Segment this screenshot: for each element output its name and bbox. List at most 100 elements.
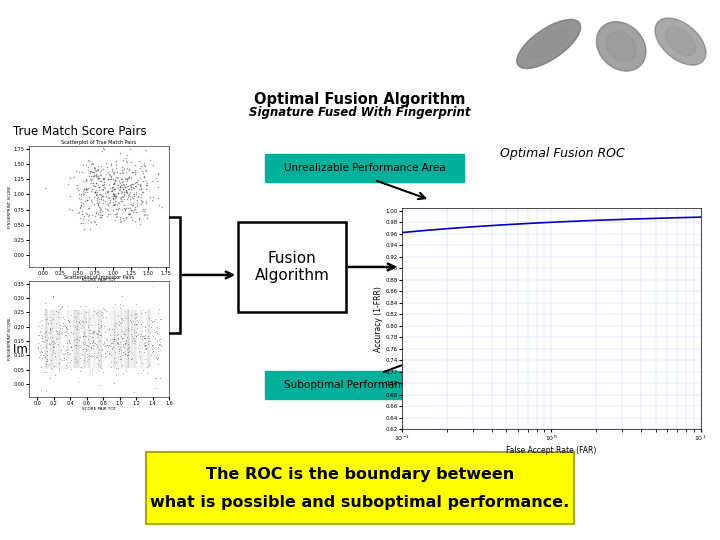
Point <box>76 349 87 358</box>
Point <box>139 334 150 342</box>
Point <box>94 380 106 389</box>
Point <box>85 166 96 175</box>
Point <box>63 180 74 188</box>
Point <box>50 327 61 336</box>
Point <box>135 192 147 201</box>
Point <box>120 214 132 222</box>
Text: Center for Unified Biometrics and Sensors: Center for Unified Biometrics and Sensor… <box>65 15 414 29</box>
Point <box>74 354 86 362</box>
Point <box>108 336 120 345</box>
Point <box>109 193 120 202</box>
Point <box>136 207 148 215</box>
Point <box>98 321 109 330</box>
Point <box>142 326 153 334</box>
Point <box>35 326 46 334</box>
Point <box>123 166 135 174</box>
Point <box>39 353 50 361</box>
Point <box>77 332 89 341</box>
Point <box>81 349 93 358</box>
Point <box>125 325 137 333</box>
Point <box>58 349 70 358</box>
Point <box>41 350 53 359</box>
Point <box>39 335 50 344</box>
Point <box>96 345 108 353</box>
Point <box>35 341 46 350</box>
Point <box>93 172 104 180</box>
Point <box>80 317 91 326</box>
Point <box>47 292 58 301</box>
Point <box>107 190 119 199</box>
Point <box>36 336 48 345</box>
Point <box>122 173 134 182</box>
Point <box>111 364 122 373</box>
Point <box>96 161 107 170</box>
Point <box>119 174 130 183</box>
Point <box>117 188 128 197</box>
Point <box>89 348 100 357</box>
Point <box>117 180 128 188</box>
Point <box>109 379 120 387</box>
Point <box>150 174 162 183</box>
Point <box>130 313 142 322</box>
Point <box>135 219 146 228</box>
Point <box>89 193 100 201</box>
Point <box>98 178 109 186</box>
Point <box>125 212 137 221</box>
Point <box>48 342 60 351</box>
Point <box>130 161 141 170</box>
Point <box>49 352 60 361</box>
Point <box>101 307 112 315</box>
Point <box>66 342 77 351</box>
Point <box>48 291 59 300</box>
Point <box>81 186 92 194</box>
Point <box>151 328 163 337</box>
Point <box>96 321 107 329</box>
Point <box>107 345 118 354</box>
Point <box>99 180 110 188</box>
Point <box>84 355 95 363</box>
Point <box>71 321 83 330</box>
Point <box>42 361 54 370</box>
Point <box>116 332 127 341</box>
Point <box>73 318 85 326</box>
Point <box>128 327 140 336</box>
Point <box>96 191 108 200</box>
Point <box>74 213 86 222</box>
Point <box>117 174 128 183</box>
Point <box>70 341 81 349</box>
Point <box>116 183 127 191</box>
Point <box>119 350 130 359</box>
Point <box>117 156 129 165</box>
Point <box>130 203 141 212</box>
Point <box>140 167 152 176</box>
Point <box>112 181 124 190</box>
Point <box>52 340 63 348</box>
Point <box>91 194 103 202</box>
Point <box>131 309 143 318</box>
Point <box>125 145 136 154</box>
Point <box>66 342 77 351</box>
Point <box>86 160 98 168</box>
Point <box>104 171 115 179</box>
Point <box>95 166 107 174</box>
Point <box>57 319 68 328</box>
Point <box>130 332 141 340</box>
Point <box>135 369 147 377</box>
Point <box>90 191 102 199</box>
Point <box>86 311 98 320</box>
Point <box>140 345 152 354</box>
Point <box>54 320 66 329</box>
Point <box>109 190 120 198</box>
Point <box>89 164 101 172</box>
Point <box>136 197 148 206</box>
Point <box>107 183 118 191</box>
Point <box>87 327 99 336</box>
Point <box>88 181 99 190</box>
Point <box>114 182 125 191</box>
Point <box>133 184 145 193</box>
Point <box>118 189 130 198</box>
Point <box>85 172 96 180</box>
Point <box>122 204 134 212</box>
Point <box>144 337 156 346</box>
Point <box>109 157 121 165</box>
